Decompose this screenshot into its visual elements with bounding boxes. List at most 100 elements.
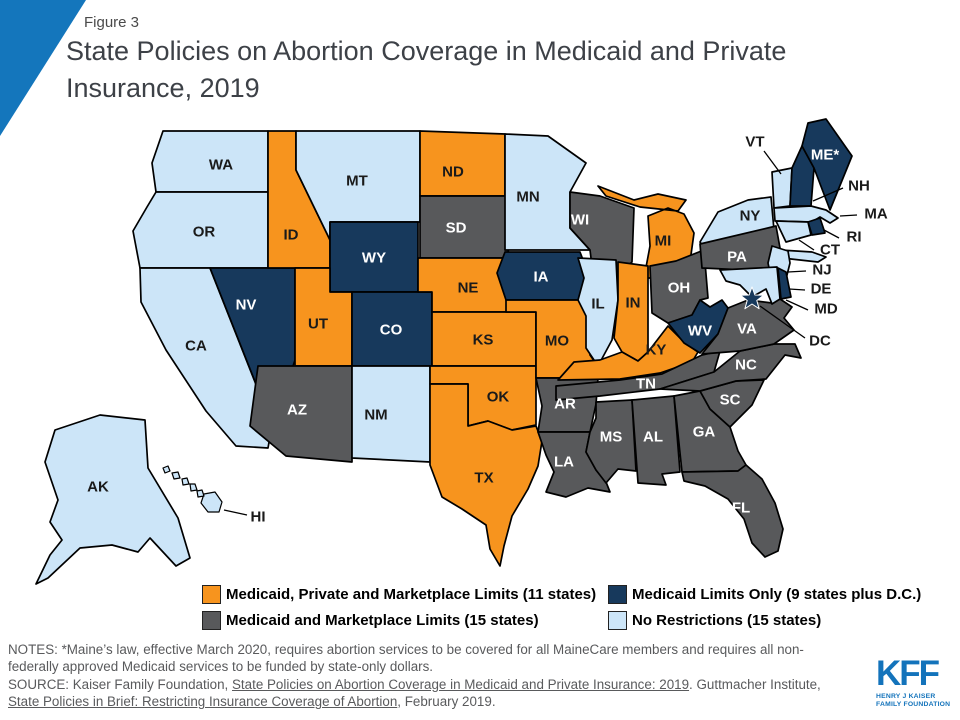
state-DE [777,267,792,300]
state-label-WV: WV [688,323,712,340]
state-label-ME: ME* [811,147,840,164]
state-label-IL: IL [591,296,604,313]
state-label-NJ: NJ [812,262,831,279]
leader-DE [788,288,806,291]
page-title: State Policies on Abortion Coverage in M… [66,33,946,107]
state-CT [775,220,812,243]
state-label-NE: NE [458,280,479,297]
state-label-FL: FL [732,500,750,517]
state-label-NC: NC [735,357,757,374]
source-line-1: SOURCE: Kaiser Family Foundation, State … [8,676,868,693]
leader-NJ [787,270,807,273]
state-label-IA: IA [534,269,549,286]
state-label-UT: UT [308,316,328,333]
legend-item-no-restrictions: No Restrictions (15 states) [608,610,822,630]
kff-logo: KFF HENRY J KAISER FAMILY FOUNDATION [876,656,952,709]
state-label-AK: AK [87,479,109,496]
source-mid: . Guttmacher Institute, [689,676,821,692]
legend-swatch-navy [608,584,627,604]
title-line-2: Insurance, 2019 [66,73,260,103]
state-label-MD: MD [814,301,837,318]
state-label-CA: CA [185,338,207,355]
state-VA [701,298,795,355]
state-label-WA: WA [209,157,233,174]
kff-tagline: HENRY J KAISER FAMILY FOUNDATION [876,693,952,709]
legend-label: Medicaid and Marketplace Limits (15 stat… [226,611,539,629]
state-NH [789,145,815,207]
leader-RI [823,229,840,239]
state-label-SC: SC [720,392,741,409]
state-label-WI: WI [571,212,589,229]
state-FL [681,464,784,558]
state-labels: WA OR CA NV ID MT WY UT CO AZ NM ND SD NE KS OK TX MN IA MO… [87,134,888,526]
legend-label: No Restrictions (15 states) [632,611,822,629]
state-label-ND: ND [442,164,464,181]
state-label-HI: HI [251,509,266,526]
legend-item-medicaid-marketplace: Medicaid and Marketplace Limits (15 stat… [202,610,539,630]
state-label-MN: MN [516,189,539,206]
state-label-CO: CO [380,322,403,339]
state-label-AZ: AZ [287,402,307,419]
state-label-MT: MT [346,173,368,190]
legend-item-medicaid-only: Medicaid Limits Only (9 states plus D.C.… [608,584,922,604]
state-label-OR: OR [193,224,216,241]
state-TN [555,350,721,401]
state-label-OH: OH [668,280,691,297]
state-label-VT: VT [745,134,764,151]
state-AK [35,414,191,585]
source-suffix: , February 2019. [397,694,496,710]
state-label-CT: CT [820,242,840,259]
source-link-kff-report[interactable]: State Policies on Abortion Coverage in M… [232,676,690,692]
state-label-SD: SD [446,220,467,237]
state-MD [719,266,781,305]
state-label-MI: MI [655,233,672,250]
source-link-guttmacher-report[interactable]: State Policies in Brief: Restricting Ins… [8,694,398,710]
kff-tagline-line2: FAMILY FOUNDATION [876,701,951,708]
state-label-MO: MO [545,333,569,350]
state-HI [162,465,223,513]
state-label-NM: NM [364,407,387,424]
legend-label: Medicaid, Private and Marketplace Limits… [226,585,597,603]
state-NC [659,343,802,392]
state-label-KY: KY [646,342,667,359]
state-label-MA: MA [864,206,887,223]
kff-tagline-line1: HENRY J KAISER [876,693,936,700]
state-ME [801,118,853,211]
state-IL [577,257,619,367]
state-label-WY: WY [362,250,386,267]
notes-line-2: federally approved Medicaid services to … [8,659,434,675]
source-line-2: State Policies in Brief: Restricting Ins… [8,693,868,710]
legend-label: Medicaid Limits Only (9 states plus D.C.… [632,585,922,603]
state-label-KS: KS [473,332,494,349]
state-label-IN: IN [626,295,641,312]
state-label-DE: DE [811,281,832,298]
state-WV [667,299,729,354]
source-prefix: SOURCE: Kaiser Family Foundation, [8,676,232,692]
state-IN [613,261,649,362]
legend-item-medicaid-private-marketplace: Medicaid, Private and Marketplace Limits… [202,584,597,604]
dc-star-marker [740,286,764,310]
state-label-AL: AL [643,429,663,446]
leader-CT [798,239,815,251]
state-VT [771,167,793,209]
state-label-NY: NY [740,208,761,225]
state-label-OK: OK [487,389,510,406]
state-label-AR: AR [554,396,576,413]
state-label-VA: VA [737,321,757,338]
figure-number: Figure 3 [84,14,140,31]
state-label-NH: NH [848,178,870,195]
state-label-TX: TX [474,470,493,487]
state-KY [557,325,699,381]
leader-lines [223,150,858,516]
state-label-RI: RI [847,229,862,246]
notes-line-1: NOTES: *Maine’s law, effective March 202… [8,642,804,657]
notes-block: NOTES: *Maine’s law, effective March 202… [8,641,868,711]
kff-wordmark: KFF [876,654,940,693]
legend-swatch-lightblue [608,610,627,630]
legend-swatch-gray [202,610,221,630]
state-label-TN: TN [636,376,656,393]
state-label-ID: ID [284,227,299,244]
state-label-PA: PA [727,249,747,266]
state-AZ [249,365,353,463]
